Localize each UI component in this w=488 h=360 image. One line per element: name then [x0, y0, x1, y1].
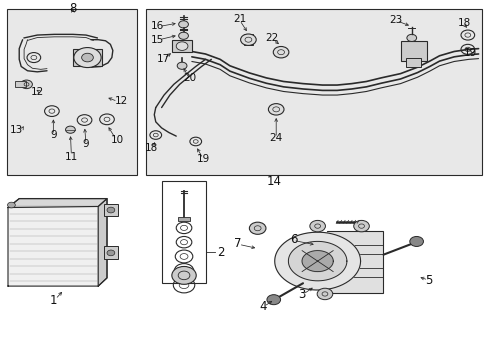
Bar — [161, 181, 206, 283]
Polygon shape — [288, 242, 346, 281]
Circle shape — [273, 46, 288, 58]
Text: 8: 8 — [69, 2, 77, 15]
Bar — [15, 81, 26, 87]
Circle shape — [406, 34, 416, 41]
Bar — [243, 34, 253, 45]
Polygon shape — [8, 199, 107, 207]
Circle shape — [176, 42, 187, 50]
Text: 19: 19 — [463, 48, 476, 58]
Circle shape — [177, 62, 186, 69]
Text: 1: 1 — [49, 294, 57, 307]
Circle shape — [178, 32, 188, 39]
Bar — [104, 204, 118, 216]
Text: 6: 6 — [290, 233, 297, 246]
Circle shape — [409, 237, 423, 247]
Circle shape — [240, 34, 256, 45]
Circle shape — [65, 126, 75, 133]
Text: 15: 15 — [151, 35, 164, 45]
Bar — [406, 58, 420, 67]
Bar — [6, 9, 137, 175]
Text: 24: 24 — [269, 133, 282, 143]
Polygon shape — [302, 251, 332, 271]
Text: 2: 2 — [217, 246, 224, 259]
Bar — [178, 217, 189, 221]
Text: 9: 9 — [82, 139, 89, 149]
Circle shape — [309, 220, 325, 232]
Text: 20: 20 — [183, 73, 196, 83]
Bar — [104, 247, 118, 259]
Circle shape — [249, 222, 265, 234]
Bar — [327, 231, 383, 293]
Circle shape — [268, 104, 284, 115]
Text: 4: 4 — [259, 300, 266, 313]
Circle shape — [7, 202, 15, 208]
Bar — [73, 49, 102, 67]
Polygon shape — [98, 199, 107, 286]
Circle shape — [317, 288, 332, 300]
Circle shape — [266, 295, 280, 305]
Text: 9: 9 — [50, 130, 57, 140]
Circle shape — [178, 21, 188, 28]
Text: 21: 21 — [232, 14, 246, 24]
Text: 13: 13 — [10, 125, 23, 135]
Circle shape — [171, 266, 196, 284]
Text: 19: 19 — [196, 154, 209, 163]
Circle shape — [353, 220, 368, 232]
Bar — [146, 9, 482, 175]
Text: 7: 7 — [233, 238, 241, 251]
Polygon shape — [8, 199, 107, 286]
Text: 3: 3 — [298, 288, 305, 301]
Polygon shape — [274, 232, 360, 290]
Bar — [400, 41, 427, 61]
Text: 18: 18 — [457, 18, 470, 28]
Text: 10: 10 — [111, 135, 124, 145]
Text: 17: 17 — [156, 54, 169, 64]
Text: 22: 22 — [264, 33, 278, 43]
Text: 16: 16 — [151, 21, 164, 31]
Text: 18: 18 — [145, 143, 158, 153]
Text: 12: 12 — [115, 96, 128, 107]
Text: 5: 5 — [424, 274, 431, 287]
Circle shape — [74, 48, 101, 68]
Text: 11: 11 — [64, 152, 78, 162]
Bar — [172, 40, 191, 52]
Text: 23: 23 — [388, 15, 402, 25]
Text: 14: 14 — [265, 175, 281, 188]
Circle shape — [107, 207, 115, 213]
Text: 12: 12 — [31, 87, 44, 97]
Circle shape — [81, 53, 93, 62]
Circle shape — [20, 80, 32, 89]
Circle shape — [107, 250, 115, 256]
